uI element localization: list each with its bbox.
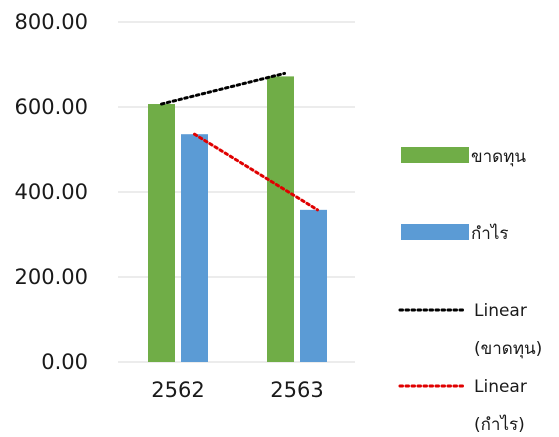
bar-profit-2562 (181, 134, 208, 362)
legend-label-trend-profit: (กำไร) (474, 414, 525, 435)
legend-label-loss: ขาดทุน (471, 147, 526, 167)
y-tick-label: 400.00 (15, 180, 88, 204)
legend-label-trend-loss: (ขาดทุน) (474, 339, 542, 359)
legend: ขาดทุนกำไร Linear (ขาดทุน) Linear (กำไร) (398, 147, 542, 435)
legend-label-trend-loss: Linear (474, 301, 527, 321)
y-tick-label: 800.00 (15, 10, 88, 34)
x-category-label: 2563 (270, 378, 323, 402)
legend-swatch-profit (401, 224, 469, 240)
legend-swatch-loss (401, 147, 469, 163)
bar-profit-2563 (300, 209, 327, 362)
legend-label-trend-profit: Linear (474, 377, 527, 397)
bar-loss-2562 (148, 104, 175, 363)
trendlines (160, 71, 319, 212)
x-axis-category-labels: 2562 2563 (151, 378, 323, 402)
y-tick-label: 600.00 (15, 95, 88, 119)
bar-loss-2563 (267, 76, 294, 363)
y-axis-tick-labels: 0.00 200.00 400.00 600.00 800.00 (15, 10, 88, 374)
bars (148, 76, 327, 363)
y-tick-label: 0.00 (41, 350, 88, 374)
trendline-profit (193, 132, 319, 212)
x-category-label: 2562 (151, 378, 204, 402)
trendline-loss (160, 71, 286, 106)
y-tick-label: 200.00 (15, 265, 88, 289)
legend-label-profit: กำไร (471, 223, 509, 244)
